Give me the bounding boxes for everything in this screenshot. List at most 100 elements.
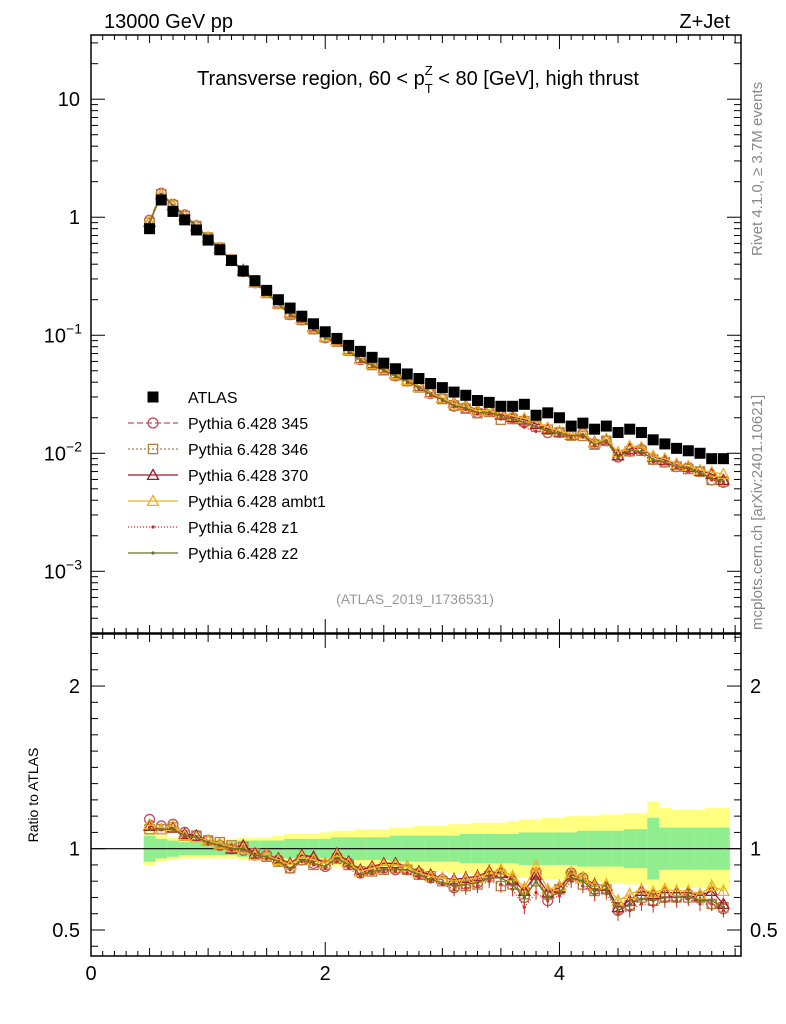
ratio-series-point: [306, 849, 321, 862]
x-tick-label: 4: [554, 963, 565, 985]
atlas-data-point: [565, 420, 577, 432]
atlas-data-point: [495, 400, 507, 412]
atlas-data-point: [155, 194, 167, 206]
ratio-series-point: [639, 897, 644, 901]
ratio-series-point: [716, 884, 731, 896]
ratio-series-point: [265, 855, 269, 859]
main-series-point: [705, 465, 719, 478]
main-series-point: [405, 379, 409, 383]
ratio-series-point: [323, 864, 327, 869]
legend-marker: [147, 417, 159, 429]
atlas-data-point: [635, 426, 647, 438]
ratio-series-point: [178, 828, 192, 841]
atlas-data-point: [214, 244, 226, 256]
atlas-data-point: [577, 417, 589, 429]
main-series-point: [534, 429, 538, 433]
atlas-data-point: [272, 294, 284, 306]
main-series-point: [716, 467, 731, 480]
ratio-panel-frame: [90, 633, 742, 957]
main-series-point: [487, 410, 491, 415]
atlas-data-point: [413, 373, 425, 385]
main-series-point: [651, 457, 655, 462]
ratio-series-point: [429, 877, 433, 882]
ratio-series-point: [405, 868, 409, 872]
ratio-series-point: [417, 873, 421, 877]
main-series-point: [628, 448, 632, 453]
ratio-series-point: [393, 868, 398, 872]
main-panel-frame: [90, 34, 742, 634]
ratio-ylabel: Ratio to ATLAS: [25, 748, 41, 843]
ratio-series-point: [440, 881, 444, 885]
main-series-point: [721, 479, 726, 484]
main-series-point: [435, 390, 449, 403]
atlas-data-point: [589, 423, 601, 435]
legend-label: Pythia 6.428 346: [188, 442, 308, 459]
ratio-series-point: [311, 861, 316, 865]
y-tick-label: 10: [58, 89, 80, 111]
atlas-data-point: [460, 389, 472, 401]
ratio-series-point: [511, 882, 515, 887]
atlas-data-point: [542, 407, 554, 419]
atlas-data-point: [167, 205, 179, 217]
atlas-data-point: [144, 223, 156, 235]
legend-label: Pythia 6.428 z1: [188, 520, 298, 537]
ratio-series-point: [335, 856, 339, 861]
ratio-series-point: [534, 879, 538, 883]
ratio-series-point: [248, 848, 262, 861]
ratio-series-point: [229, 847, 234, 851]
ratio-series-point: [452, 884, 456, 888]
legend-label: Pythia 6.428 z2: [188, 546, 298, 563]
legend-label: ATLAS: [188, 390, 238, 407]
ratio-series-point: [253, 853, 257, 857]
ratio-series-point: [487, 876, 491, 880]
main-series-point: [499, 417, 503, 421]
atlas-data-point: [308, 318, 320, 330]
atlas-data-point: [202, 234, 214, 246]
ratio-series-point: [475, 881, 480, 885]
ratio-series-point: [271, 853, 285, 866]
ratio-series-point: [674, 895, 679, 900]
atlas-data-point: [518, 398, 530, 410]
ratio-y-tick-label-right: 2: [750, 676, 761, 698]
ratio-y-tick-label: 2: [69, 676, 80, 698]
atlas-data-point: [671, 442, 683, 454]
main-series-point: [511, 417, 515, 421]
ratio-series-point: [189, 828, 204, 841]
main-series-point: [628, 452, 632, 456]
atlas-data-point: [401, 368, 413, 380]
plot-title: Transverse region, 60 < pZ T < 80 [GeV], …: [197, 63, 639, 96]
ratio-series-point: [213, 836, 227, 849]
atlas-data-point: [378, 357, 390, 369]
ratio-series-point: [499, 876, 503, 880]
x-tick-label: 0: [85, 963, 96, 985]
main-series-line: [148, 193, 724, 483]
main-series-line: [148, 193, 724, 483]
ratio-panel-content: [91, 813, 741, 921]
legend-marker: [151, 525, 155, 529]
legend: ATLAS Pythia 6.428 345 Pythia 6.428 346 Pyt…: [128, 390, 326, 563]
axis-ticks: 0 2 4 10 1 10−1 10−2 10−3 0.5 0.5 1 1 2 2: [44, 35, 778, 985]
atlas-data-point: [425, 378, 437, 390]
ratio-series-point: [300, 858, 304, 862]
legend-marker: [151, 551, 155, 555]
main-series-point: [382, 368, 386, 372]
main-series-point: [557, 432, 562, 436]
main-series-point: [499, 414, 503, 419]
ratio-series-point: [710, 899, 714, 903]
atlas-data-point: [261, 284, 273, 296]
header-right: Z+Jet: [679, 11, 730, 33]
atlas-data-point: [284, 302, 296, 314]
main-series-point: [464, 406, 468, 410]
atlas-data-point: [190, 224, 202, 236]
atlas-data-point: [507, 400, 519, 412]
main-series-point: [370, 363, 374, 367]
ratio-series-point: [593, 889, 597, 893]
y-tick-label: 10−1: [44, 320, 82, 347]
ratio-series-point: [417, 876, 421, 880]
atlas-data-point: [706, 453, 718, 465]
ratio-series-line: [149, 828, 724, 912]
ratio-y-tick-label: 0.5: [52, 920, 80, 942]
rivet-label: Rivet 4.1.0, ≥ 3.7M events: [749, 82, 766, 256]
main-series-point: [475, 410, 480, 415]
